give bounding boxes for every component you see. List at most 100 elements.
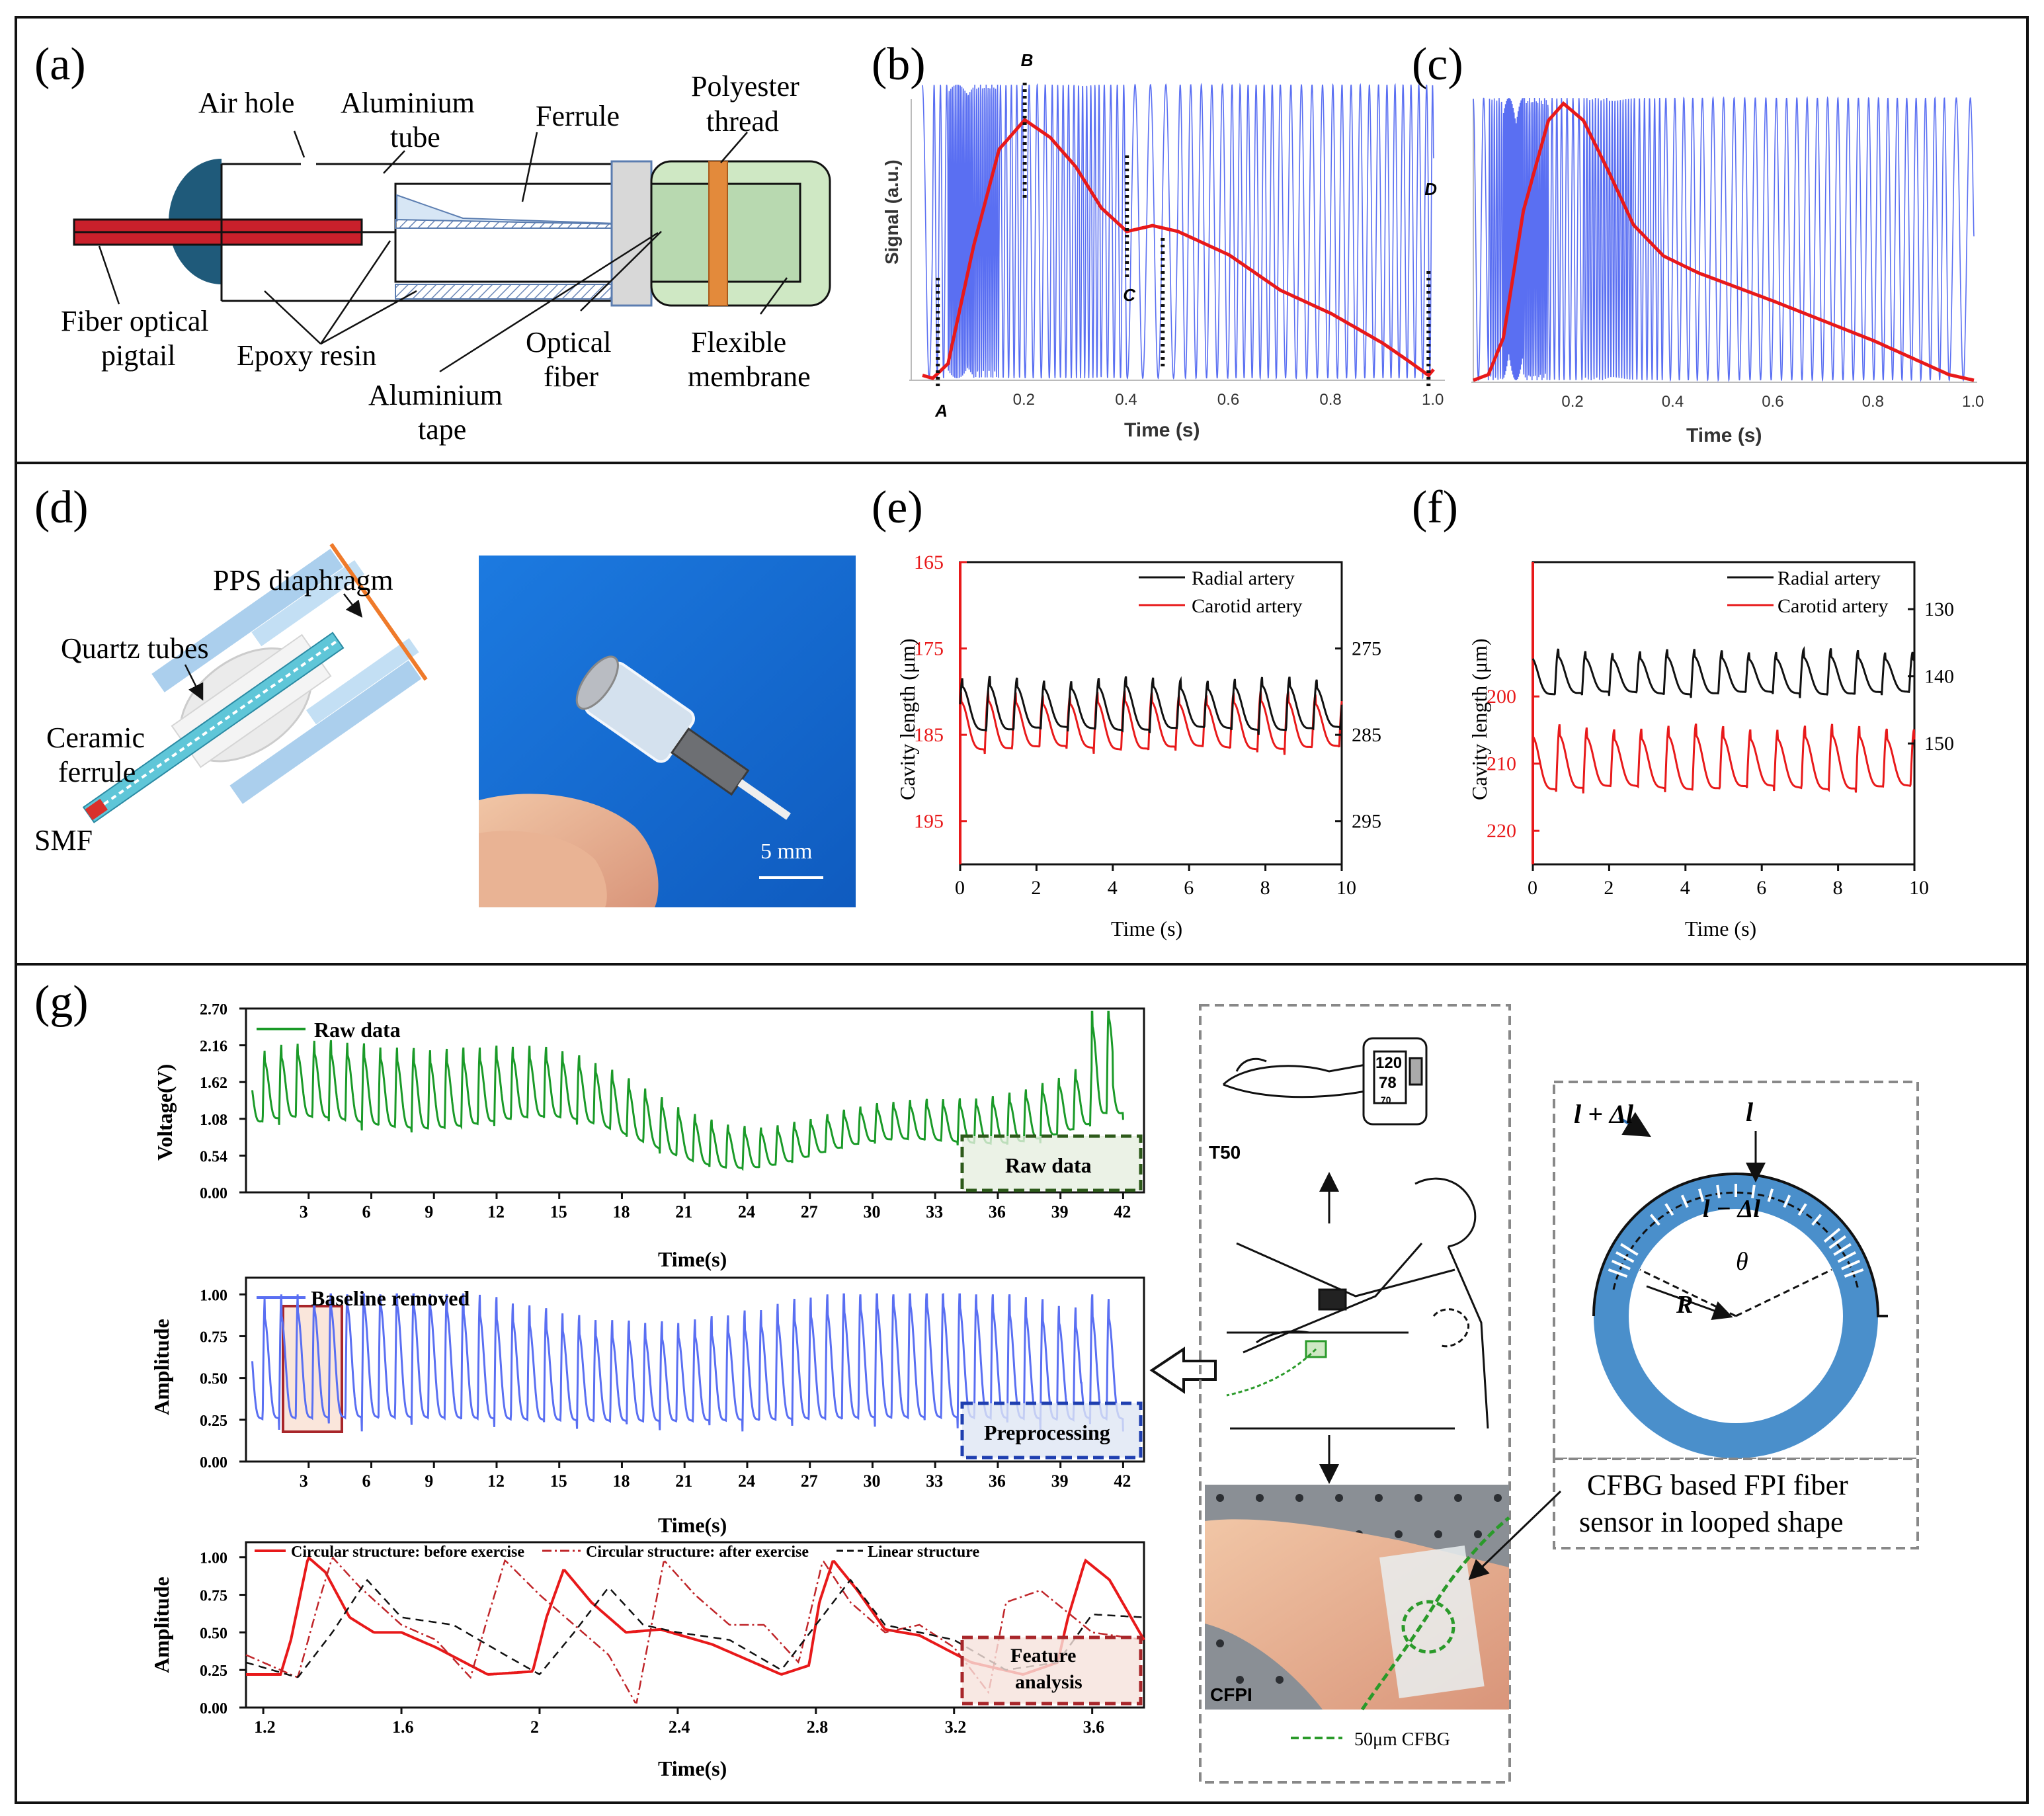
g-raw-ytick-2: 1.08 bbox=[200, 1112, 227, 1129]
row-frame-bottom bbox=[15, 963, 2029, 1804]
panel-f-xtick-4: 8 bbox=[1833, 877, 1843, 899]
panel-f-left-tick-1: 210 bbox=[1487, 753, 1516, 775]
g-raw-xtick-8: 27 bbox=[801, 1202, 818, 1221]
label-quartz: Quartz tubes bbox=[61, 632, 209, 665]
board-hole-3 bbox=[1335, 1494, 1343, 1502]
radius-line bbox=[1639, 1268, 1737, 1317]
g-base-ytick-3: 0.75 bbox=[200, 1329, 227, 1346]
panel-f-right-tick-2: 150 bbox=[1924, 733, 1954, 755]
g-raw-box-label: Raw data bbox=[1005, 1153, 1092, 1177]
g-feat-legend: Circular structure: before exercise Circ… bbox=[255, 1544, 979, 1561]
monitor-reading-3: 70 bbox=[1381, 1094, 1391, 1105]
label-ceramic-2: ferrule bbox=[58, 756, 136, 788]
g-feat-xtick-2: 2 bbox=[530, 1717, 539, 1737]
panel-a-leader-lines bbox=[98, 130, 788, 373]
panel-e-xlabel: Time (s) bbox=[1111, 917, 1182, 940]
ring-bent-section bbox=[1592, 1173, 1888, 1317]
panel-c-letter: (c) bbox=[1412, 39, 1463, 90]
panel-f: (f) 0 2 4 6 8 10 200 210 220 130 140 150 Radial art… bbox=[1412, 482, 1954, 940]
g-feat-xtick-6: 3.6 bbox=[1083, 1717, 1105, 1737]
g-raw-xtick-7: 24 bbox=[738, 1202, 755, 1221]
panel-f-xtick-1: 2 bbox=[1604, 877, 1614, 899]
grating-mark-11 bbox=[1664, 1203, 1674, 1216]
panel-b-xlabel: Time (s) bbox=[1124, 419, 1200, 441]
g-feat-xlabel: Time(s) bbox=[658, 1756, 727, 1780]
panel-b-xtick-0: 0.2 bbox=[1013, 391, 1035, 409]
polyester-thread bbox=[708, 161, 728, 306]
g-raw-xtick-2: 9 bbox=[425, 1202, 433, 1221]
ring-label-theta: θ bbox=[1736, 1248, 1748, 1276]
g-raw-legend: Raw data bbox=[314, 1018, 401, 1042]
caption-line-2: sensor in looped shape bbox=[1579, 1506, 1844, 1538]
g-raw-xtick-12: 39 bbox=[1051, 1202, 1069, 1221]
grating-marks bbox=[1608, 1184, 1864, 1278]
epoxy-bottom bbox=[395, 284, 624, 300]
panel-c-xtick-1: 0.4 bbox=[1662, 393, 1684, 411]
panel-f-legend-radial: Radial artery bbox=[1778, 567, 1881, 589]
panel-g: (g) 3 6 9 12 15 18 21 24 27 30 33 36 39 420.000.541.0… bbox=[34, 977, 1919, 1784]
grating-mark-0 bbox=[1608, 1268, 1628, 1278]
g-feat-box-label-2: analysis bbox=[1015, 1671, 1083, 1693]
g-feat-legend-after: Circular structure: after exercise bbox=[586, 1544, 809, 1561]
grating-mark-18 bbox=[1783, 1194, 1791, 1208]
smf-core bbox=[88, 639, 339, 816]
g-base-xtick-7: 24 bbox=[738, 1471, 755, 1491]
g-feat-box bbox=[960, 1635, 1143, 1706]
g-raw-ytick-4: 2.16 bbox=[200, 1038, 227, 1055]
g-base-xtick-2: 9 bbox=[425, 1471, 433, 1491]
panel-e-xtick-5: 10 bbox=[1336, 877, 1356, 899]
panel-a: (a) Air hole Aluminium tube Ferr bbox=[34, 39, 831, 446]
g-base-xtick-3: 12 bbox=[487, 1471, 505, 1491]
panel-b-pulse-line bbox=[922, 117, 1435, 380]
panel-e-left-tick-3: 195 bbox=[914, 811, 944, 833]
sensor-diagram bbox=[82, 543, 428, 823]
g-raw-box bbox=[960, 1134, 1143, 1192]
g-raw-xtick-10: 33 bbox=[926, 1202, 943, 1221]
device-box bbox=[1199, 1004, 1511, 1784]
label-optical-fiber-1: Optical bbox=[526, 326, 612, 358]
label-al-tape-1: Aluminium bbox=[368, 379, 503, 411]
pps-diaphragm bbox=[329, 543, 428, 681]
sensor-loop bbox=[1401, 1600, 1455, 1654]
g-base-box-label: Preprocessing bbox=[984, 1421, 1110, 1444]
panel-e-legend-radial: Radial artery bbox=[1192, 567, 1295, 589]
panel-e-ylabel: Cavity length (μm) bbox=[895, 638, 919, 800]
board-hole-12 bbox=[1395, 1530, 1403, 1538]
label-optical-fiber-2: fiber bbox=[544, 360, 598, 393]
g-base-xtick-10: 33 bbox=[926, 1471, 943, 1491]
g-base-xlabel: Time(s) bbox=[658, 1513, 727, 1537]
sensor-patch bbox=[1379, 1545, 1485, 1698]
label-smf: SMF bbox=[34, 824, 93, 856]
g-base-xtick-12: 39 bbox=[1051, 1471, 1069, 1491]
panel-b-marker-C: C bbox=[1123, 285, 1136, 305]
cfbg-route-sketch bbox=[1226, 1348, 1317, 1397]
g-base-ytick-0: 0.00 bbox=[200, 1454, 227, 1471]
board-hole-30 bbox=[1216, 1639, 1224, 1647]
panel-e-right-tick-2: 295 bbox=[1352, 811, 1381, 833]
panel-f-right-tick-1: 140 bbox=[1924, 666, 1954, 688]
radius-line-2 bbox=[1735, 1268, 1832, 1317]
panel-f-left-tick-2: 220 bbox=[1487, 820, 1516, 842]
flow-arrow-icon bbox=[1149, 1346, 1217, 1394]
g-base-frame bbox=[245, 1276, 1145, 1463]
board-hole-7 bbox=[1494, 1494, 1502, 1502]
panel-g-letter: (g) bbox=[34, 977, 89, 1028]
g-feat-legend-before: Circular structure: before exercise bbox=[291, 1544, 524, 1561]
panel-f-xlabel: Time (s) bbox=[1685, 917, 1756, 940]
label-ceramic-1: Ceramic bbox=[46, 722, 145, 754]
quartz-tube-bottom-2 bbox=[306, 638, 419, 725]
device-t50-label: T50 bbox=[1209, 1142, 1241, 1163]
label-ferrule: Ferrule bbox=[536, 100, 620, 132]
g-base-ylabel: Amplitude bbox=[149, 1319, 173, 1415]
label-flexible-2: membrane bbox=[688, 360, 811, 393]
g-base-xtick-4: 15 bbox=[550, 1471, 567, 1491]
grating-mark-9 bbox=[1844, 1268, 1864, 1278]
panel-e-letter: (e) bbox=[872, 482, 923, 533]
g-raw-ytick-3: 1.62 bbox=[200, 1075, 227, 1092]
smf-end-red bbox=[85, 798, 108, 821]
g-raw-ytick-5: 2.70 bbox=[200, 1001, 227, 1018]
scale-bar-label: 5 mm bbox=[760, 839, 812, 864]
label-al-tape-2: tape bbox=[418, 413, 466, 446]
quartz-tube-top bbox=[151, 548, 344, 692]
grating-mark-20 bbox=[1811, 1214, 1822, 1226]
